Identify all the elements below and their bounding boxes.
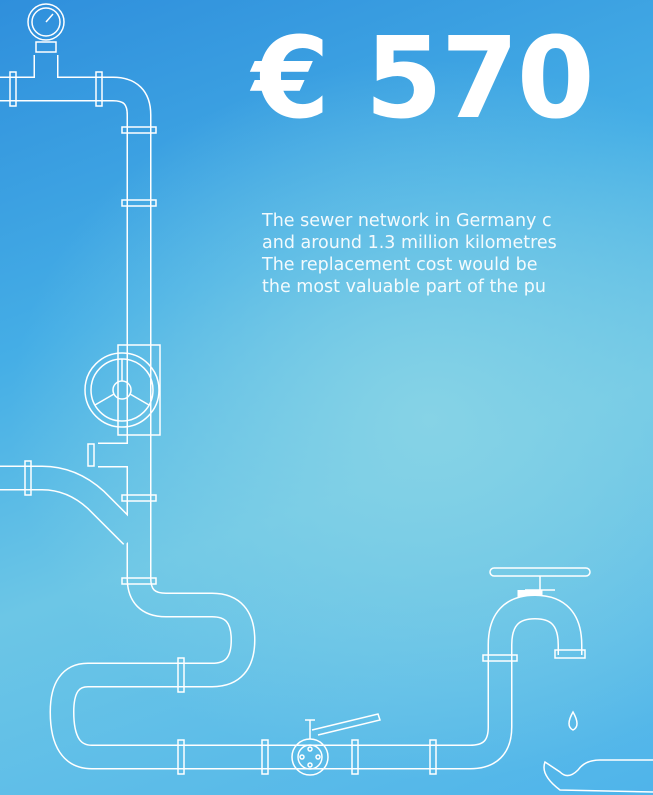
- paragraph-line: The replacement cost would be: [262, 255, 538, 275]
- paragraph: The sewer network in Germany c and around…: [262, 210, 557, 298]
- headline: € 570: [252, 14, 595, 144]
- paragraph-line: The sewer network in Germany c: [262, 211, 552, 231]
- pipe-details: [9, 3, 653, 793]
- paragraph-line: and around 1.3 million kilometres: [262, 233, 557, 253]
- paragraph-line: the most valuable part of the pu: [262, 277, 546, 297]
